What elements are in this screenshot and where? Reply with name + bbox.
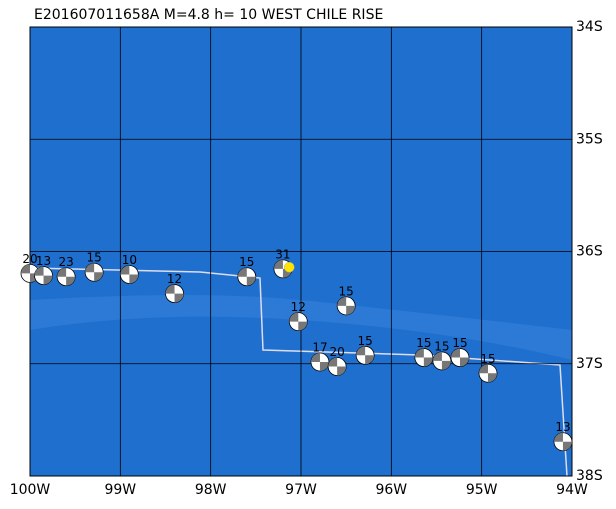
beachball-quadrant — [57, 267, 76, 286]
focal-mechanism — [432, 351, 452, 371]
beachball-quadrant — [273, 259, 292, 278]
lat-label: 36S — [576, 244, 603, 260]
focal-mechanism — [336, 296, 356, 316]
focal-mechanism — [450, 348, 470, 367]
beachball-quadrant — [432, 351, 451, 370]
beachball-quadrant — [414, 348, 433, 367]
depth-label: 15 — [357, 334, 372, 348]
beachball-quadrant — [337, 296, 356, 315]
focal-mechanism — [478, 363, 498, 383]
depth-label: 23 — [58, 255, 73, 269]
beachball-quadrant — [310, 353, 329, 372]
depth-label: 15 — [416, 336, 431, 350]
bathymetry — [30, 295, 572, 360]
map-title: E201607011658A M=4.8 h= 10 WEST CHILE RI… — [34, 7, 383, 23]
focal-mechanism — [553, 432, 573, 452]
lon-label: 100W — [10, 482, 51, 498]
focal-mechanism — [414, 348, 434, 367]
beachball-quadrant — [450, 348, 469, 367]
beachball-quadrant — [120, 265, 139, 284]
focal-mechanism — [56, 267, 76, 287]
focal-mechanism — [119, 265, 139, 284]
beachball-quadrant — [165, 284, 184, 303]
focal-mechanism — [355, 345, 375, 365]
lat-label: 38S — [576, 468, 603, 484]
depth-label: 12 — [167, 272, 182, 286]
beachball-quadrant — [85, 263, 104, 282]
depth-label: 15 — [480, 352, 495, 366]
focal-mechanism — [327, 357, 347, 376]
depth-label: 12 — [291, 300, 306, 314]
lon-label: 99W — [104, 482, 136, 498]
beachball-quadrant — [553, 432, 572, 451]
depth-label: 17 — [312, 341, 327, 355]
lat-label: 35S — [576, 131, 603, 147]
lat-label: 34S — [576, 19, 603, 35]
depth-label: 10 — [122, 253, 137, 267]
beachball-quadrant — [237, 267, 256, 286]
focal-mechanism — [34, 266, 53, 286]
lon-label: 94W — [556, 482, 588, 498]
beachball-quadrant — [34, 266, 53, 285]
depth-label: 15 — [86, 251, 101, 265]
beachball-quadrant — [478, 364, 497, 383]
lon-label: 98W — [195, 482, 227, 498]
focal-mechanism — [165, 284, 184, 303]
beachball-quadrant — [289, 312, 308, 331]
depth-label: 20 — [22, 252, 37, 266]
lat-label: 37S — [576, 356, 603, 372]
epicenter — [284, 261, 295, 273]
lon-label: 95W — [466, 482, 498, 498]
depth-label: 20 — [329, 345, 344, 359]
depth-label: 15 — [339, 284, 354, 298]
map-frame — [29, 26, 573, 477]
focal-mechanism — [84, 262, 104, 282]
depth-label: 15 — [239, 255, 254, 269]
depth-label: 15 — [434, 339, 449, 353]
focal-mechanism — [237, 267, 257, 287]
lon-label: 96W — [375, 482, 407, 498]
depth-label: 15 — [452, 336, 467, 350]
beachball-quadrant — [356, 346, 375, 365]
focal-mechanism — [310, 352, 330, 372]
depth-label: 13 — [555, 420, 570, 434]
lon-label: 97W — [285, 482, 317, 498]
depth-label: 31 — [275, 247, 290, 261]
plate-boundary — [29, 267, 568, 477]
depth-label: 13 — [36, 254, 51, 268]
beachball-quadrant — [328, 357, 347, 376]
focal-mechanism — [288, 312, 308, 332]
